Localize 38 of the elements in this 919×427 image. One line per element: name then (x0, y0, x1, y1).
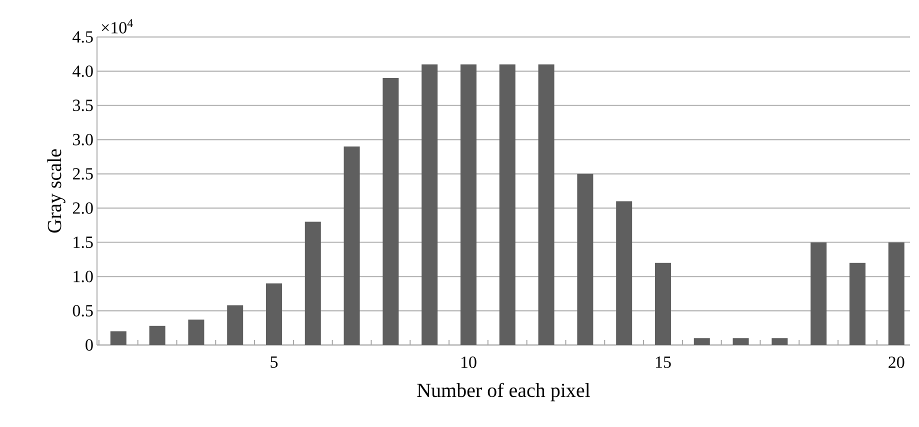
bar (266, 283, 282, 345)
bar (654, 262, 671, 345)
bar (382, 78, 399, 345)
y-tick-label: 2.5 (72, 168, 93, 180)
x-tick-label: 5 (270, 356, 278, 368)
bar (577, 174, 594, 345)
y-tick-label: 4.5 (72, 31, 93, 43)
x-tick-label: 10 (461, 356, 476, 368)
y-tick-label: 3.0 (73, 134, 93, 146)
y-tick-label: 1.0 (74, 270, 93, 282)
bar (422, 64, 438, 345)
bar (110, 331, 126, 345)
bar (538, 64, 554, 345)
y-tick-label: 2.0 (72, 202, 93, 214)
bar (810, 242, 827, 345)
bar (694, 338, 710, 345)
bar (772, 338, 788, 345)
y-tick-label: 0 (86, 339, 93, 351)
bar (499, 64, 516, 345)
bar (188, 320, 204, 345)
bar (149, 326, 166, 345)
y-tick-label: 1.5 (74, 236, 93, 248)
bar (304, 222, 321, 345)
text: ×10$^{4}$ (102, 19, 133, 34)
x-axis-title: Number of each pixel (417, 382, 590, 402)
x-tick-label: 15 (656, 356, 671, 368)
bar (732, 338, 749, 345)
y-tick-label: 4.0 (72, 65, 93, 77)
y-tick-label: 0.5 (72, 304, 93, 317)
bar (460, 64, 476, 345)
x-tick-label: 20 (888, 356, 904, 368)
bar (616, 201, 632, 345)
y-tick-label: 3.5 (73, 100, 93, 112)
bar (888, 242, 904, 345)
y-axis-title: Gray scale (47, 149, 66, 233)
bar (344, 146, 360, 345)
bar (227, 305, 244, 345)
bar (849, 262, 866, 345)
